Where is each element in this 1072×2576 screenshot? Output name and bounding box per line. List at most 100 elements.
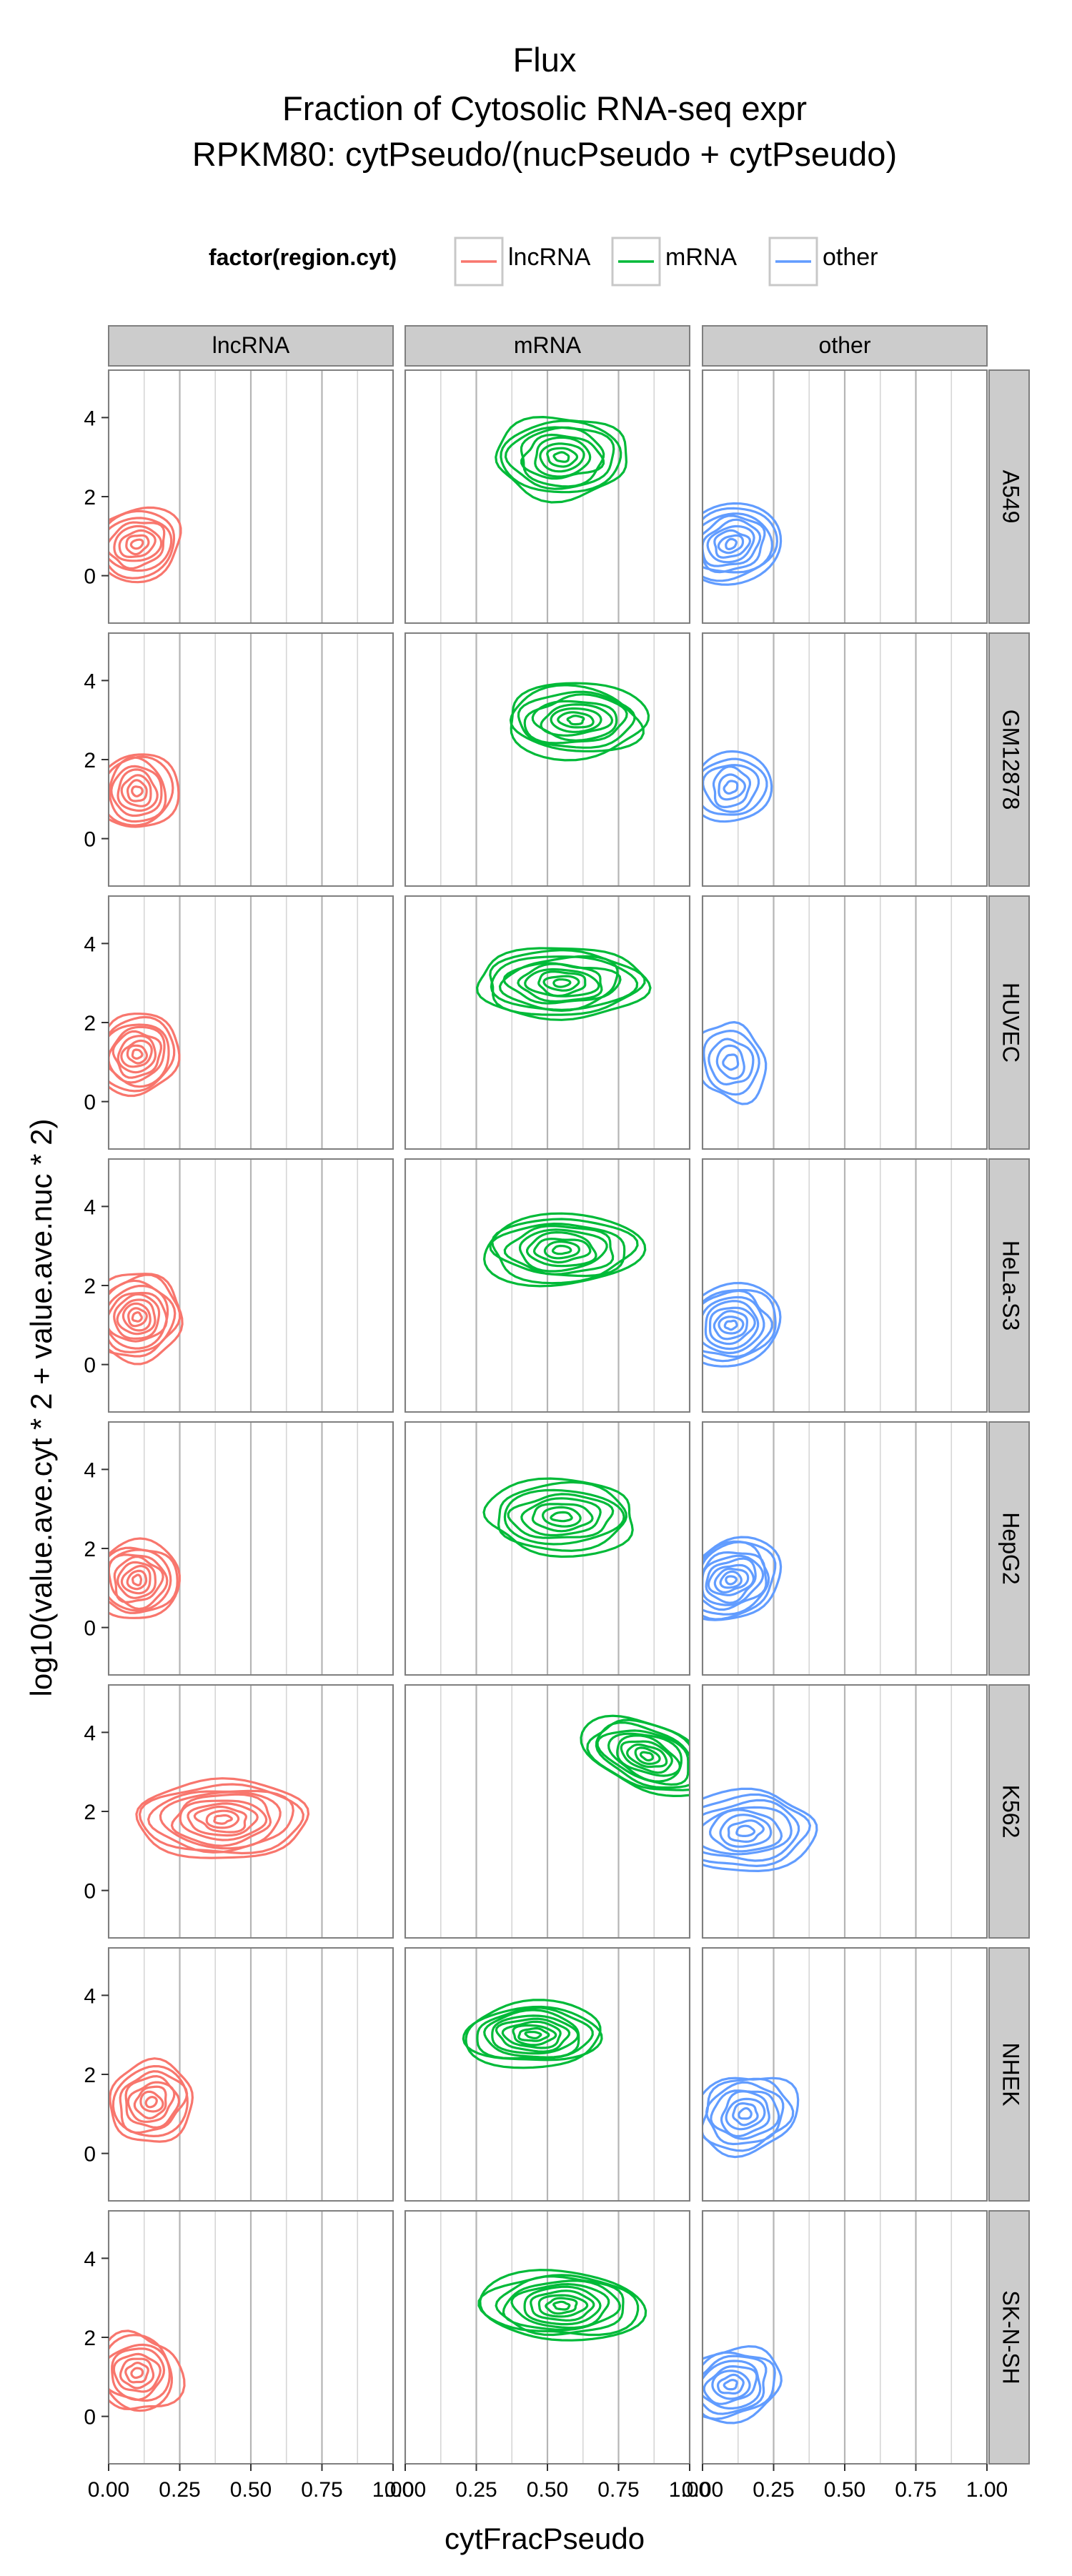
facet-label-row-GM12878: GM12878 (998, 710, 1024, 810)
x-tick-label: 1.00 (966, 2478, 1008, 2502)
contour-NHEK-other (703, 2077, 800, 2159)
contour-NHEK-mRNA (491, 2014, 580, 2055)
y-tick-label: 0 (84, 1354, 96, 1378)
x-tick-label: 1.00 (669, 2478, 710, 2502)
contour-K562-other (703, 1799, 800, 1862)
facet-strip-row-A549 (988, 369, 1030, 624)
facet-strip-col-lncRNA (108, 325, 394, 367)
x-tick-label: 0.75 (301, 2478, 342, 2502)
facet-strip-row-NHEK (988, 1947, 1030, 2202)
contour-A549-lncRNA (129, 538, 144, 550)
contour-HeLa-S3-other (713, 1310, 748, 1341)
contour-K562-other (703, 1793, 812, 1868)
x-tick-label: 0.25 (455, 2478, 497, 2502)
contour-HeLa-S3-mRNA (532, 1238, 592, 1264)
y-tick-label: 0 (84, 2406, 96, 2430)
contour-K562-lncRNA (205, 1809, 240, 1829)
contour-HUVEC-mRNA (552, 978, 572, 988)
contour-HeLa-S3-mRNA (526, 1230, 597, 1268)
contour-NHEK-lncRNA (126, 2081, 176, 2123)
contour-HeLa-S3-lncRNA (116, 1298, 157, 1336)
panel-border-HepG2-other (702, 1421, 988, 1676)
contour-GM12878-lncRNA (109, 755, 174, 827)
contour-GM12878-mRNA (566, 715, 585, 726)
contour-A549-lncRNA (125, 534, 150, 556)
x-tick-label: 0.50 (527, 2478, 568, 2502)
contour-GM12878-lncRNA (110, 765, 163, 817)
contour-SK-N-SH-mRNA (537, 2294, 589, 2318)
contour-HUVEC-mRNA (537, 970, 587, 998)
contour-A549-lncRNA (109, 509, 176, 580)
contour-K562-other (703, 1787, 818, 1873)
contour-K562-mRNA (620, 1740, 673, 1774)
facet-strip-row-SK-N-SH (988, 2210, 1030, 2465)
contour-HeLa-S3-lncRNA (109, 1284, 169, 1350)
contour-GM12878-lncRNA (126, 779, 148, 802)
contour-HeLa-S3-other (703, 1296, 765, 1355)
contour-HepG2-lncRNA (109, 1537, 181, 1619)
contour-GM12878-lncRNA (109, 753, 180, 828)
contour-SK-N-SH-other (703, 2344, 783, 2425)
y-tick-label: 0 (84, 828, 96, 852)
contour-A549-other (725, 537, 738, 551)
contour-GM12878-lncRNA (116, 768, 159, 812)
contour-A549-other (706, 524, 755, 564)
contour-SK-N-SH-mRNA (495, 2275, 625, 2337)
contour-NHEK-other (732, 2102, 759, 2127)
contour-HepG2-lncRNA (116, 1561, 157, 1599)
contour-SK-N-SH-mRNA (523, 2285, 602, 2326)
contour-HeLa-S3-other (709, 1306, 756, 1346)
contour-A549-mRNA (495, 415, 628, 504)
facet-strip-row-HepG2 (988, 1421, 1030, 1676)
contour-HeLa-S3-mRNA (482, 1212, 647, 1288)
contour-A549-mRNA (534, 436, 592, 478)
contour-HepG2-other (703, 1540, 777, 1621)
y-tick-label: 0 (84, 2143, 96, 2167)
contour-GM12878-other (712, 765, 751, 809)
legend-label-lncRNA: lncRNA (508, 244, 591, 271)
facet-label-col-lncRNA: lncRNA (212, 332, 290, 358)
panel-border-HepG2-mRNA (405, 1421, 690, 1676)
x-tick-label: 0.00 (384, 2478, 426, 2502)
contour-HeLa-S3-other (703, 1281, 782, 1368)
legend-title: factor(region.cyt) (209, 244, 397, 270)
contour-K562-other (703, 1806, 793, 1856)
contour-HeLa-S3-other (723, 1319, 738, 1331)
facet-label-row-HepG2: HepG2 (998, 1512, 1024, 1584)
contour-HepG2-lncRNA (131, 1573, 143, 1587)
contour-A549-mRNA (546, 447, 579, 468)
facet-label-row-HUVEC: HUVEC (998, 983, 1024, 1063)
contour-HUVEC-other (703, 1029, 760, 1096)
contour-NHEK-lncRNA (144, 2095, 158, 2109)
y-tick-label: 2 (84, 2327, 96, 2350)
contour-HepG2-mRNA (520, 1497, 602, 1537)
contour-HUVEC-lncRNA (120, 1039, 153, 1068)
contour-K562-mRNA (634, 1746, 661, 1766)
contour-NHEK-lncRNA (119, 2070, 189, 2134)
contour-K562-other (708, 1809, 783, 1853)
x-tick-label: 0.00 (682, 2478, 723, 2502)
contour-SK-N-SH-mRNA (530, 2289, 595, 2322)
contour-HeLa-S3-mRNA (491, 1218, 639, 1285)
contour-NHEK-lncRNA (133, 2085, 167, 2120)
contour-SK-N-SH-lncRNA (109, 2329, 186, 2411)
contour-HeLa-S3-other (718, 1316, 745, 1335)
contour-HUVEC-other (708, 1038, 755, 1086)
contour-HeLa-S3-lncRNA (109, 1291, 168, 1343)
contour-A549-other (703, 514, 766, 574)
contour-GM12878-other (703, 757, 768, 816)
contour-HeLa-S3-other (704, 1300, 760, 1351)
contour-SK-N-SH-lncRNA (109, 2343, 172, 2402)
y-tick-label: 4 (84, 1721, 96, 1745)
x-tick-label: 0.25 (753, 2478, 794, 2502)
contour-A549-lncRNA (118, 529, 157, 558)
contour-HeLa-S3-lncRNA (113, 1293, 161, 1340)
panel-border-GM12878-other (702, 632, 988, 887)
contour-NHEK-lncRNA (111, 2064, 189, 2138)
contour-NHEK-lncRNA (124, 2074, 181, 2129)
contour-HeLa-S3-mRNA (551, 1244, 572, 1255)
contour-HepG2-other (703, 1551, 768, 1611)
facet-strip-col-mRNA (405, 325, 690, 367)
contour-HeLa-S3-other (703, 1288, 777, 1363)
